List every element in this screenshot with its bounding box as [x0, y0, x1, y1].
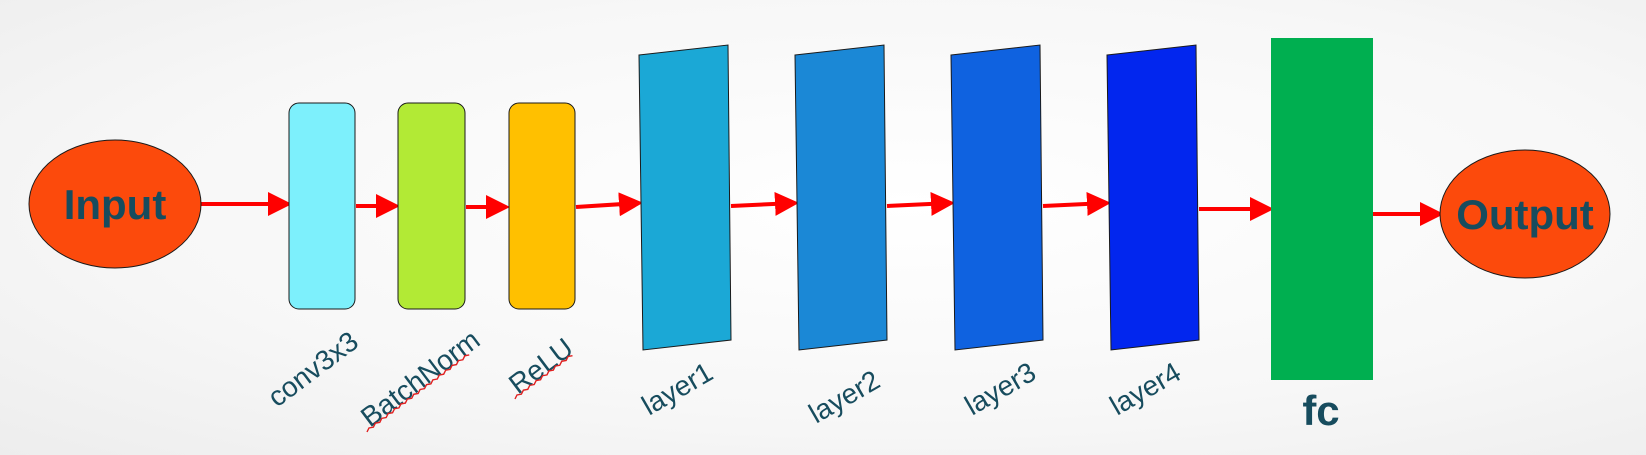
layer2-label: layer2 — [804, 364, 886, 429]
batchnorm-block — [397, 102, 466, 310]
arrow-layer3-layer4 — [1042, 191, 1111, 216]
arrow-layer1-layer2 — [730, 191, 799, 216]
input-node: Input — [28, 139, 202, 269]
layer1-label: layer1 — [637, 356, 719, 421]
arrow-layer2-layer3 — [886, 191, 955, 216]
relu-label: ReLU — [503, 332, 579, 400]
output-label: Output — [1456, 191, 1594, 238]
layer1-block — [638, 44, 732, 351]
arrows — [201, 191, 1444, 226]
output-ellipse — [1439, 149, 1611, 279]
layer3-label: layer3 — [960, 356, 1042, 421]
conv3x3-block — [288, 102, 356, 310]
batchnorm-label: BatchNorm — [355, 324, 486, 433]
batchnorm-spellcheck-underline — [366, 354, 470, 433]
layer3-node: layer3 — [950, 44, 1044, 421]
fc-node: fc — [1271, 38, 1373, 434]
relu-block — [508, 102, 576, 310]
layer1-node: layer1 — [637, 44, 732, 421]
layer2-node: layer2 — [794, 44, 888, 429]
batchnorm-node: BatchNorm — [355, 102, 486, 433]
arrow-relu-layer1 — [575, 192, 643, 217]
fc-label: fc — [1302, 387, 1339, 434]
output-node: Output — [1439, 149, 1611, 279]
fc-block — [1271, 38, 1373, 380]
layer3-block — [950, 44, 1044, 351]
conv3x3-node: conv3x3 — [262, 102, 364, 413]
layer4-label: layer4 — [1105, 356, 1187, 421]
input-label: Input — [64, 181, 167, 228]
input-ellipse — [28, 139, 202, 269]
layer2-block — [794, 44, 888, 351]
relu-node: ReLU — [503, 102, 579, 400]
relu-spellcheck-underline — [514, 354, 573, 400]
layer4-node: layer4 — [1105, 44, 1200, 421]
conv3x3-label: conv3x3 — [262, 325, 364, 413]
layer4-block — [1106, 44, 1200, 351]
